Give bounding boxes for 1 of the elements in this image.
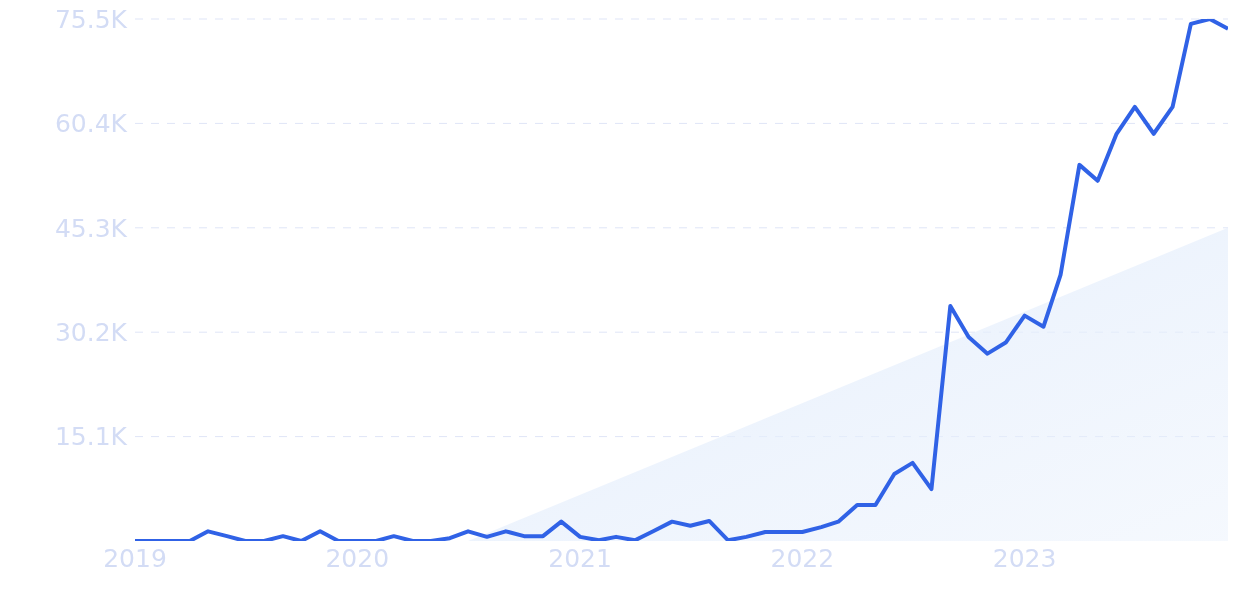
- line-series: [135, 19, 1228, 541]
